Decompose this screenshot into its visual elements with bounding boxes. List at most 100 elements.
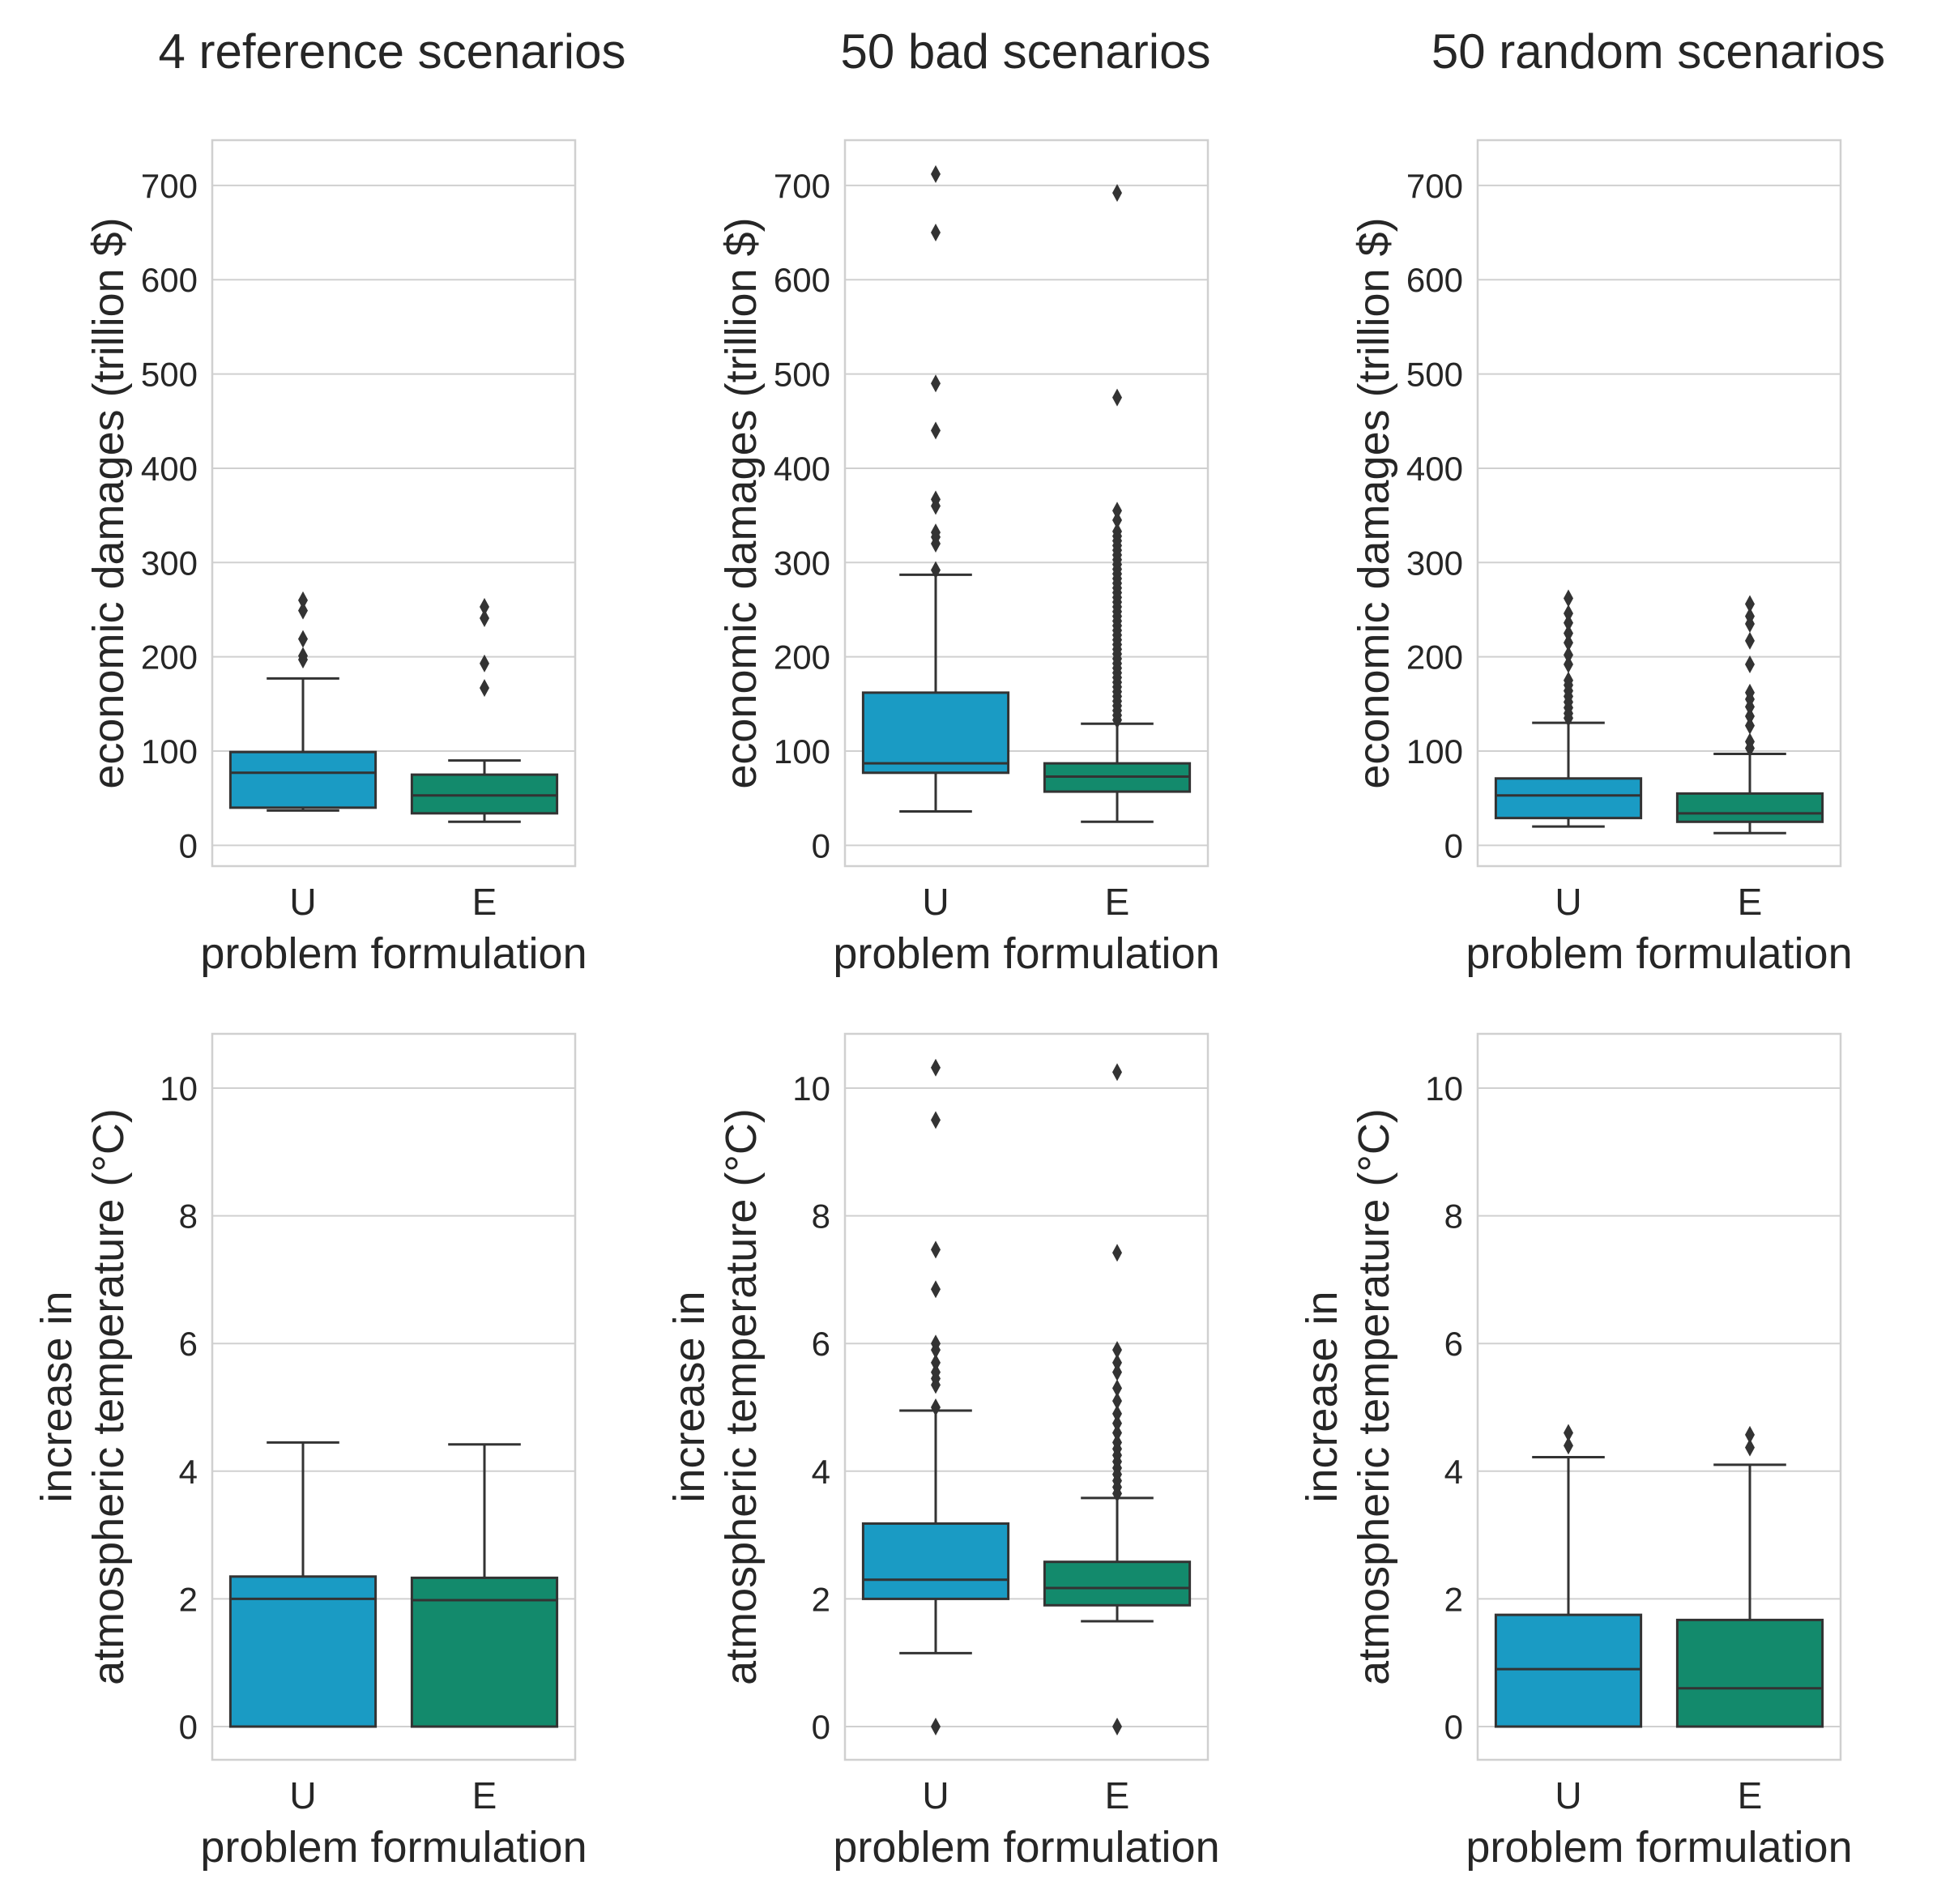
y-tick-label: 2	[812, 1580, 830, 1618]
outlier-point	[1564, 1424, 1573, 1442]
outlier-point	[1112, 1404, 1122, 1423]
outlier-point	[1112, 1414, 1122, 1432]
x-tick-label: E	[1738, 1774, 1763, 1816]
y-axis-label: atmospheric temperature (°C)	[84, 1108, 133, 1685]
y-tick-label: 400	[774, 450, 830, 488]
axes-frame	[1476, 139, 1842, 868]
outlier-point	[1564, 634, 1573, 652]
axes-frame	[843, 1032, 1210, 1761]
box-U	[861, 691, 1010, 775]
x-tick-label: E	[1105, 881, 1130, 923]
x-tick-label: E	[472, 1774, 497, 1816]
outlier-point	[1745, 595, 1755, 613]
outlier-point	[931, 561, 941, 579]
y-tick-label: 500	[1406, 356, 1463, 394]
outlier-point	[1112, 510, 1122, 529]
outlier-point	[1745, 707, 1755, 725]
outlier-point	[1564, 604, 1573, 623]
outlier-point	[1112, 1341, 1122, 1360]
x-axis-label: problem formulation	[200, 1823, 587, 1872]
y-tick-label: 0	[179, 826, 198, 864]
outlier-point	[1112, 1363, 1122, 1381]
y-axis-label: economic damages (trillion $)	[717, 217, 766, 788]
outlier-point	[298, 630, 308, 648]
outlier-point	[931, 164, 941, 183]
axes-frame	[1476, 1032, 1842, 1761]
y-tick-label: 8	[1444, 1197, 1463, 1236]
outlier-point	[1112, 1392, 1122, 1411]
outlier-point	[1745, 732, 1755, 751]
y-tick-label: 100	[141, 732, 198, 771]
y-tick-label: 300	[141, 544, 198, 582]
y-tick-label: 8	[812, 1197, 830, 1236]
y-tick-label: 4	[1444, 1453, 1463, 1491]
outlier-point	[931, 1111, 941, 1129]
outlier-point	[931, 1058, 941, 1077]
y-tick-label: 2	[179, 1580, 198, 1618]
outlier-point	[931, 1363, 941, 1381]
box-E	[410, 1576, 559, 1728]
outlier-point	[1112, 388, 1122, 407]
outlier-point	[931, 374, 941, 393]
outlier-point	[1745, 1438, 1755, 1457]
outlier-point	[1564, 624, 1573, 642]
outlier-point	[298, 601, 308, 620]
y-tick-label: 200	[1406, 638, 1463, 677]
x-axis-label: problem formulation	[200, 929, 587, 978]
outlier-point	[1564, 613, 1573, 632]
axes-frame	[211, 1032, 577, 1761]
outlier-point	[1112, 184, 1122, 203]
outlier-point	[931, 1398, 941, 1417]
y-axis-label: increase in	[665, 1291, 714, 1502]
x-tick-label: U	[289, 881, 316, 923]
axes-frame	[211, 139, 577, 868]
outlier-point	[480, 598, 489, 616]
box-E	[1675, 792, 1824, 823]
y-axis-label: increase in	[32, 1291, 81, 1502]
y-tick-label: 300	[774, 544, 830, 582]
box-U	[228, 1575, 378, 1728]
outlier-point	[1112, 1244, 1122, 1262]
outlier-point	[298, 591, 308, 609]
outlier-point	[1745, 607, 1755, 625]
y-tick-label: 4	[179, 1453, 198, 1491]
y-tick-label: 6	[1444, 1325, 1463, 1363]
outlier-point	[931, 421, 941, 440]
y-axis-label: increase in	[1298, 1291, 1346, 1502]
x-tick-label: U	[922, 881, 949, 923]
outlier-point	[1112, 1718, 1122, 1736]
x-axis-label: problem formulation	[1466, 1823, 1852, 1872]
y-tick-label: 10	[160, 1069, 198, 1108]
x-tick-label: E	[1738, 881, 1763, 923]
x-axis-label: problem formulation	[833, 929, 1219, 978]
outlier-point	[1745, 716, 1755, 735]
x-axis-label: problem formulation	[833, 1823, 1219, 1872]
y-tick-label: 2	[1444, 1580, 1463, 1618]
y-tick-label: 400	[141, 450, 198, 488]
outlier-point	[931, 1280, 941, 1299]
outlier-point	[931, 1718, 941, 1736]
outlier-point	[480, 608, 489, 627]
box-U	[861, 1522, 1010, 1600]
y-tick-label: 500	[774, 356, 830, 394]
y-tick-label: 600	[1406, 261, 1463, 299]
outlier-point	[1112, 522, 1122, 540]
outlier-point	[1745, 683, 1755, 702]
y-tick-label: 200	[141, 638, 198, 677]
box-E	[1675, 1618, 1824, 1728]
outlier-point	[1564, 1437, 1573, 1455]
y-tick-label: 8	[179, 1197, 198, 1236]
y-tick-label: 0	[812, 826, 830, 864]
y-axis-label: atmospheric temperature (°C)	[1350, 1108, 1398, 1685]
outlier-point	[1112, 502, 1122, 520]
y-tick-label: 0	[812, 1708, 830, 1746]
y-tick-label: 100	[1406, 732, 1463, 771]
outlier-point	[480, 654, 489, 672]
y-tick-label: 700	[1406, 167, 1463, 205]
y-tick-label: 4	[812, 1453, 830, 1491]
